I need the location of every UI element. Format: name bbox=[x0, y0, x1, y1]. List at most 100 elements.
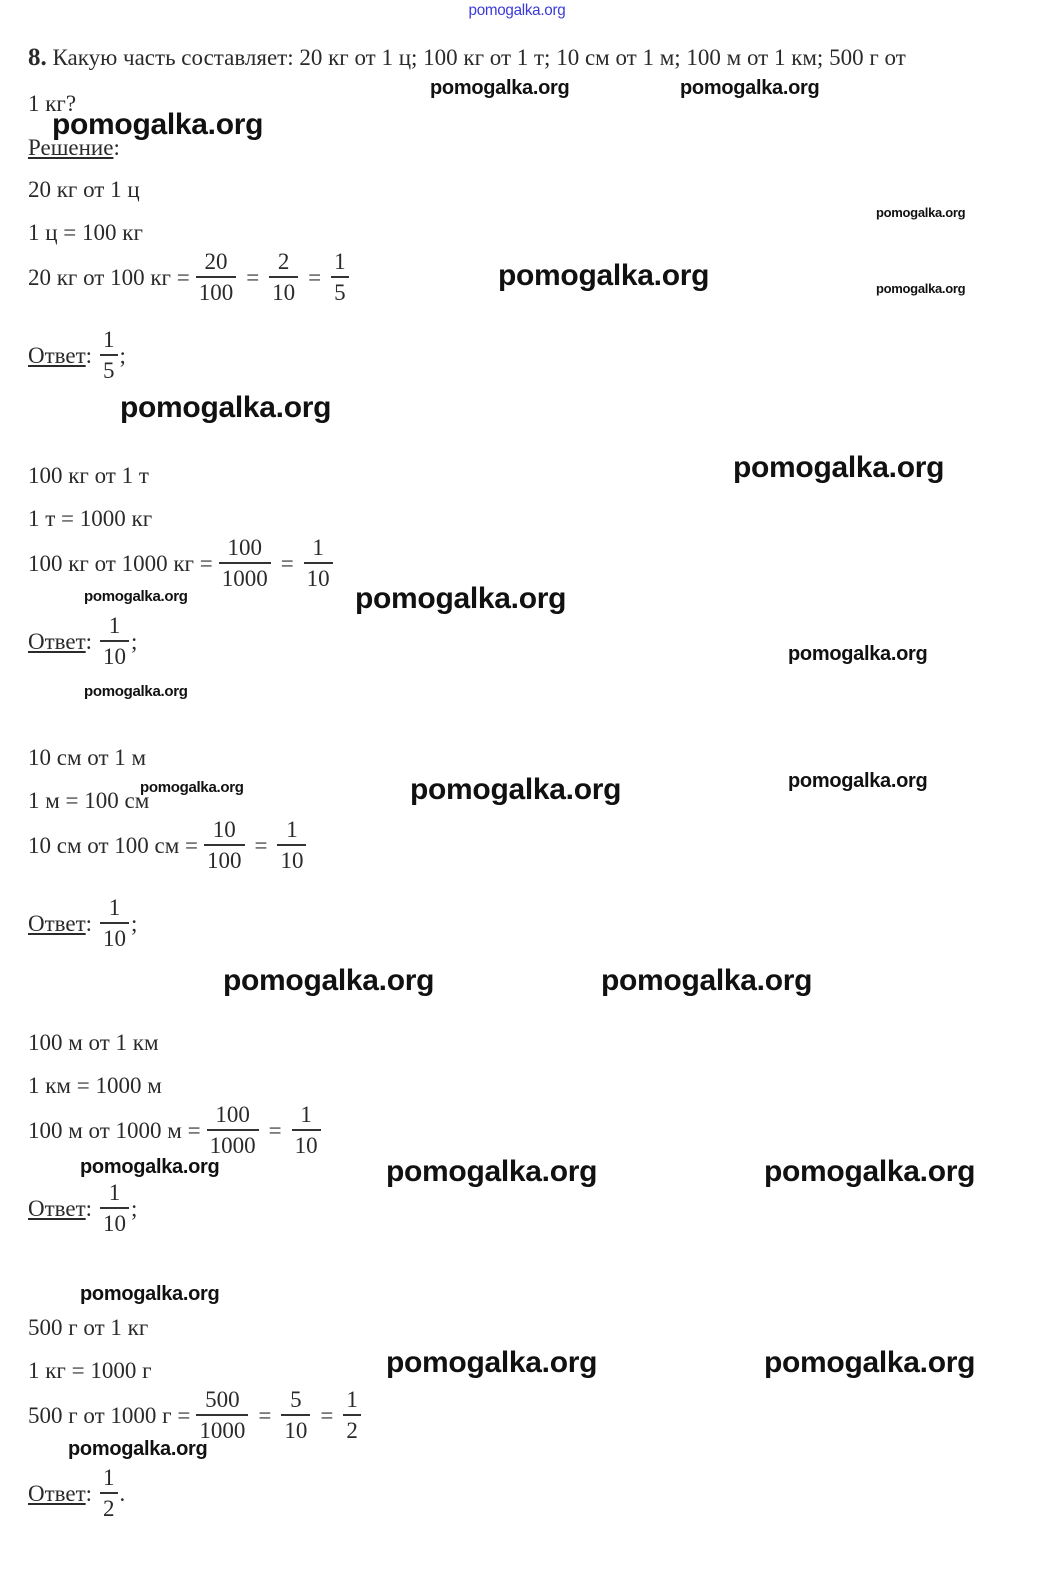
answer-label: Ответ bbox=[28, 1195, 86, 1221]
numerator: 5 bbox=[290, 1387, 302, 1412]
denominator: 1000 bbox=[221, 565, 268, 591]
denominator: 1000 bbox=[199, 1417, 246, 1443]
unit-conversion: 1 км = 1000 м bbox=[28, 1073, 162, 1098]
fraction-bar bbox=[269, 276, 299, 278]
watermark: pomogalka.org bbox=[788, 643, 928, 665]
equation: 100 кг от 1000 кг = 100 1000 = 1 10 bbox=[28, 534, 339, 594]
equals-sign: = bbox=[308, 264, 322, 290]
fraction-bar bbox=[100, 354, 118, 356]
fraction: 1 10 bbox=[100, 894, 130, 954]
numerator: 100 bbox=[215, 1102, 250, 1127]
fraction-bar bbox=[343, 1414, 361, 1416]
denominator: 10 bbox=[103, 643, 127, 669]
equation-lhs: 10 см от 100 см = bbox=[28, 832, 198, 858]
watermark: pomogalka.org bbox=[80, 1156, 220, 1178]
fraction-bar bbox=[277, 844, 307, 846]
fraction: 1 10 bbox=[100, 1179, 130, 1239]
fraction: 2 10 bbox=[269, 248, 299, 308]
fraction: 100 1000 bbox=[218, 534, 271, 594]
equation: 500 г от 1000 г = 500 1000 = 5 10 = 1 2 bbox=[28, 1386, 367, 1446]
numerator: 1 bbox=[312, 535, 324, 560]
watermark: pomogalka.org bbox=[764, 1346, 976, 1379]
fraction: 500 1000 bbox=[196, 1386, 249, 1446]
fraction-bar bbox=[218, 562, 271, 564]
watermark: pomogalka.org bbox=[430, 77, 570, 99]
numerator: 2 bbox=[277, 249, 290, 274]
answer-colon: : bbox=[85, 628, 93, 654]
denominator: 100 bbox=[207, 847, 242, 873]
fraction: 5 10 bbox=[281, 1386, 311, 1446]
fraction-bar bbox=[303, 562, 333, 564]
fraction-bar bbox=[291, 1129, 321, 1131]
unit-conversion: 1 т = 1000 кг bbox=[28, 506, 153, 531]
task-text-continued: 1 кг? bbox=[28, 91, 77, 116]
watermark: pomogalka.org bbox=[876, 281, 966, 296]
watermark: pomogalka.org bbox=[355, 582, 567, 615]
equals-sign: = bbox=[268, 1117, 282, 1143]
fraction-bar bbox=[195, 276, 237, 278]
denominator: 5 bbox=[334, 279, 346, 305]
denominator: 10 bbox=[103, 925, 127, 951]
watermark: pomogalka.org bbox=[223, 964, 435, 997]
numerator: 1 bbox=[108, 613, 121, 638]
denominator: 10 bbox=[272, 279, 296, 305]
denominator: 10 bbox=[306, 565, 330, 591]
watermark: pomogalka.org bbox=[386, 1346, 598, 1379]
fraction: 1 10 bbox=[303, 534, 333, 594]
solution-heading: Решение: bbox=[28, 134, 120, 162]
numerator: 1 bbox=[300, 1102, 312, 1127]
numerator: 1 bbox=[108, 895, 121, 920]
numerator: 100 bbox=[227, 535, 262, 560]
fraction: 1 10 bbox=[291, 1101, 321, 1161]
numerator: 1 bbox=[103, 327, 115, 352]
watermark: pomogalka.org bbox=[601, 964, 813, 997]
fraction-bar bbox=[100, 640, 130, 642]
equation-lhs: 20 кг от 100 кг = bbox=[28, 264, 190, 290]
answer: Ответ:1 10; bbox=[28, 612, 137, 672]
watermark: pomogalka.org bbox=[84, 588, 188, 605]
denominator: 10 bbox=[284, 1417, 308, 1443]
answer-colon: : bbox=[85, 342, 93, 368]
fraction: 20 100 bbox=[195, 248, 237, 308]
solution-colon: : bbox=[113, 135, 120, 160]
equation: 10 см от 100 см = 10 100 = 1 10 bbox=[28, 816, 312, 876]
answer: Ответ:1 10; bbox=[28, 894, 137, 954]
denominator: 2 bbox=[103, 1495, 115, 1521]
numerator: 1 bbox=[346, 1387, 358, 1412]
answer-label: Ответ bbox=[28, 342, 86, 368]
denominator: 10 bbox=[103, 1210, 127, 1236]
unit-conversion: 1 ц = 100 кг bbox=[28, 220, 143, 245]
task-text: Какую часть составляет: 20 кг от 1 ц; 10… bbox=[52, 45, 906, 70]
solution-label: Решение bbox=[28, 135, 114, 160]
task-statement: 8. Какую часть составляет: 20 кг от 1 ц;… bbox=[28, 44, 906, 72]
equals-sign: = bbox=[320, 1402, 334, 1428]
equation: 20 кг от 100 кг = 20 100 = 2 10 = 1 5 bbox=[28, 248, 355, 308]
answer-label: Ответ bbox=[28, 1480, 86, 1506]
watermark: pomogalka.org bbox=[140, 779, 244, 796]
watermark: pomogalka.org bbox=[468, 2, 566, 19]
watermark: pomogalka.org bbox=[84, 683, 188, 700]
fraction-bar bbox=[206, 1129, 259, 1131]
watermark: pomogalka.org bbox=[410, 773, 622, 806]
watermark: pomogalka.org bbox=[498, 259, 710, 292]
watermark: pomogalka.org bbox=[120, 391, 332, 424]
numerator: 20 bbox=[204, 249, 228, 274]
section-title: 20 кг от 1 ц bbox=[28, 177, 140, 202]
fraction: 100 1000 bbox=[206, 1101, 259, 1161]
section-title: 100 кг от 1 т bbox=[28, 463, 149, 488]
answer-colon: : bbox=[85, 910, 93, 936]
answer-label: Ответ bbox=[28, 628, 86, 654]
watermark: pomogalka.org bbox=[68, 1438, 208, 1460]
equals-sign: = bbox=[254, 832, 268, 858]
section-title: 100 м от 1 км bbox=[28, 1030, 159, 1055]
fraction-bar bbox=[196, 1414, 249, 1416]
fraction-bar bbox=[331, 276, 349, 278]
fraction-bar bbox=[281, 1414, 311, 1416]
fraction: 1 10 bbox=[100, 612, 130, 672]
answer-colon: : bbox=[85, 1195, 93, 1221]
task-number: 8. bbox=[28, 44, 47, 71]
unit-conversion: 1 кг = 1000 г bbox=[28, 1358, 152, 1383]
section-title: 10 см от 1 м bbox=[28, 745, 147, 770]
